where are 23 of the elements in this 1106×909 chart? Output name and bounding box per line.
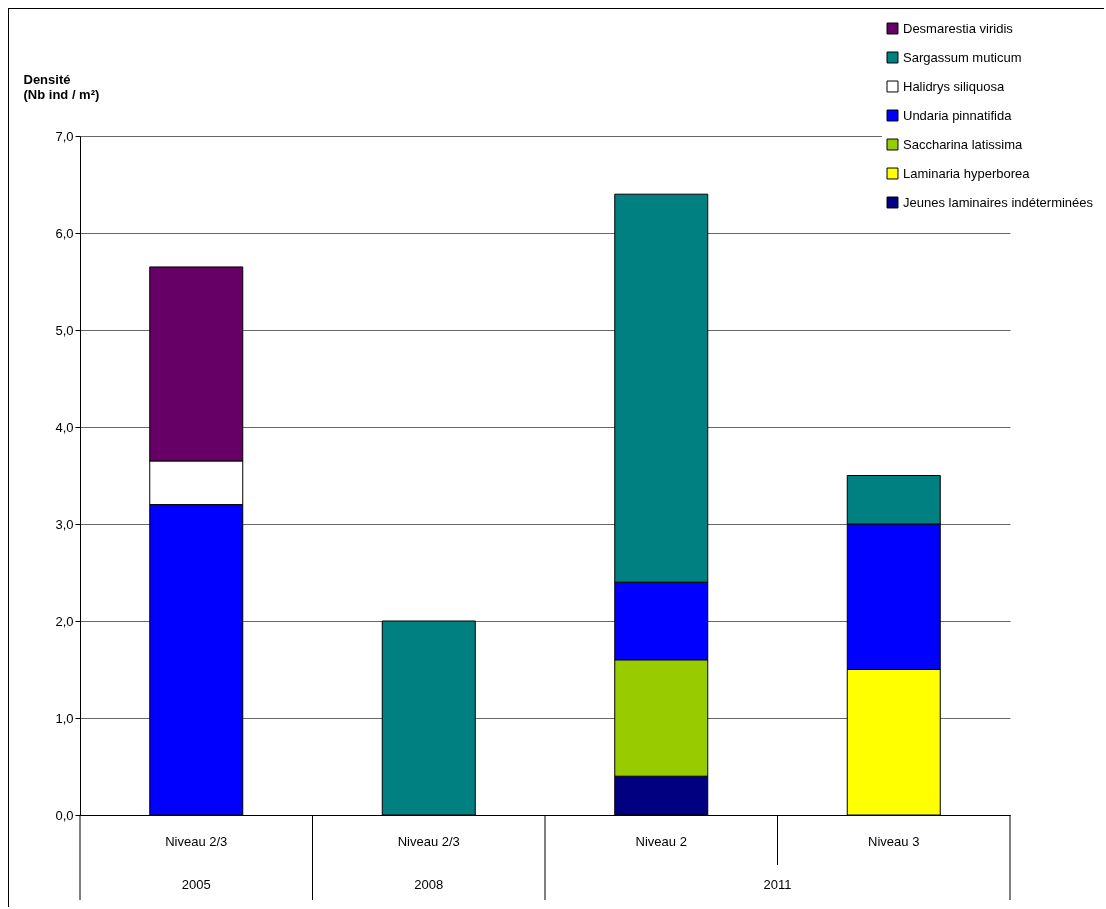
x-tick-label: Niveau 3	[868, 833, 920, 849]
legend-label: Sargassum muticum	[903, 49, 1022, 65]
legend-label: Laminaria hyperborea	[903, 165, 1031, 181]
y-tick-label: 7,0	[55, 128, 74, 144]
legend-label: Halidrys siliquosa	[903, 78, 1005, 94]
text: 2008	[414, 877, 444, 892]
legend-label: Undaria pinnatifida	[903, 107, 1013, 123]
y-axis-title: Densité (Nb ind / m²)	[23, 71, 100, 102]
y-tick-label: 6,0	[55, 225, 74, 241]
y-tick-label: 3,0	[55, 516, 74, 532]
x-tick-label: Niveau 2	[635, 833, 687, 849]
y-tick-label: 5,0	[55, 322, 74, 338]
y-tick-label: 0,0	[55, 807, 74, 823]
legend-label: Saccharina latissima	[903, 136, 1023, 152]
x-tick-label: Niveau 2/3	[165, 833, 228, 849]
y-tick-label: 2,0	[55, 613, 74, 629]
y-tick-label: 1,0	[55, 710, 74, 726]
legend-label: Desmarestia viridis	[903, 20, 1014, 36]
y-tick-label: 4,0	[55, 419, 74, 435]
legend-label: Jeunes laminaires indéterminées	[903, 194, 1094, 210]
text: 2011	[763, 877, 792, 892]
text: 2005	[181, 877, 211, 892]
x-tick-label: Niveau 2/3	[397, 833, 460, 849]
